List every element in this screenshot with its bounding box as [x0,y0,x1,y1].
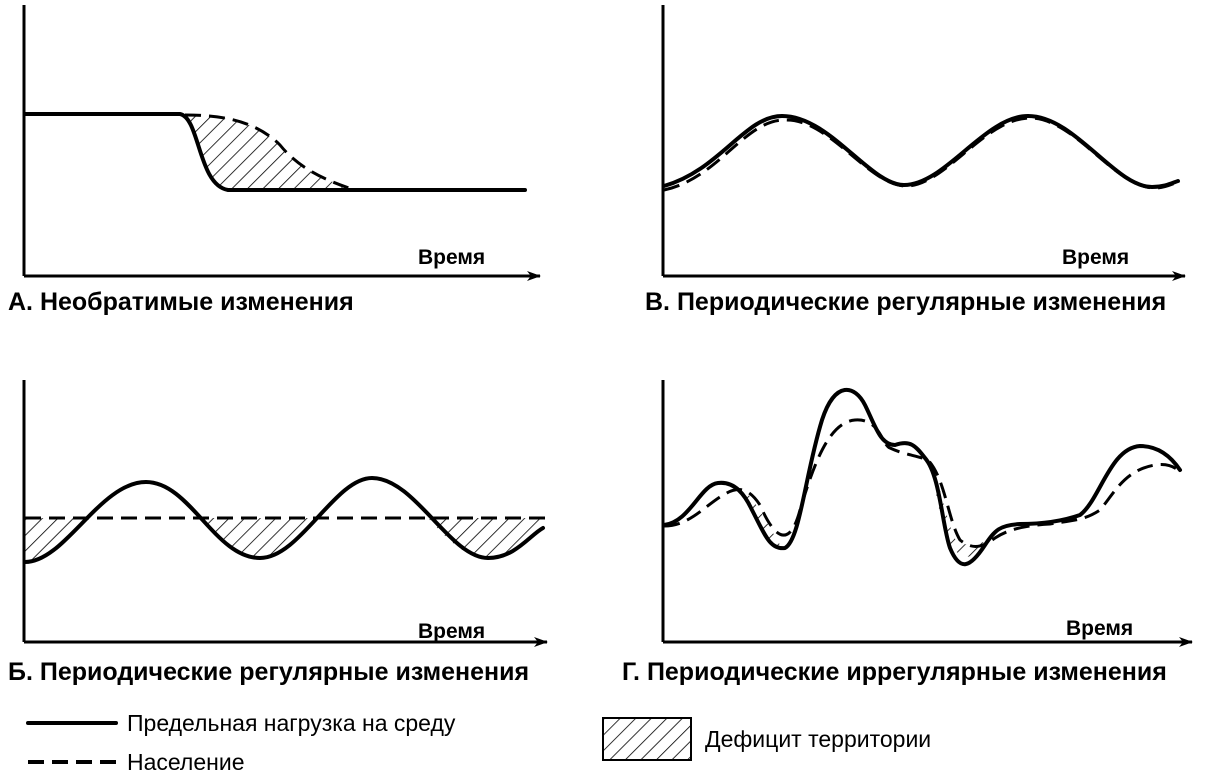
panel-b-capacity-line [23,476,545,564]
legend-deficit-label: Дефицит территории [705,726,931,752]
panel-a-population-line [184,113,356,192]
legend-population-label: Население [127,749,244,775]
panel-b: Время Б. Периодические регулярные измене… [8,380,548,686]
panel-v: Время В. Периодические регулярные измене… [645,5,1186,316]
panel-a-deficit-hatch [185,115,355,190]
panel-b-time-label: Время [418,620,485,643]
legend-capacity-label: Предельная нагрузка на среду [127,710,456,736]
legend: Предельная нагрузка на среду Население Д… [26,710,931,775]
panel-a: Время А. Необратимые изменения [8,5,541,316]
panel-a-time-label: Время [418,246,485,269]
panel-v-caption: В. Периодические регулярные изменения [645,288,1166,316]
panel-g-caption: Г. Периодические иррегулярные изменения [622,658,1167,686]
panel-b-caption: Б. Периодические регулярные изменения [8,658,529,686]
panel-b-deficit-hatch-1 [25,518,88,562]
panel-g-deficit-hatch-2 [930,462,985,557]
legend-deficit-swatch [602,717,692,761]
panel-g-capacity-line [662,388,1182,567]
panel-v-capacity-line [662,114,1180,189]
panel-a-capacity-line [23,112,527,192]
panel-b-deficit-hatch-2 [202,518,316,558]
panel-g-deficit-hatch-1 [745,492,782,548]
panel-v-time-label: Время [1062,246,1129,269]
panel-g: Время Г. Периодические иррегулярные изме… [622,380,1193,686]
panel-a-caption: А. Необратимые изменения [8,288,354,316]
panel-g-time-label: Время [1066,617,1133,640]
